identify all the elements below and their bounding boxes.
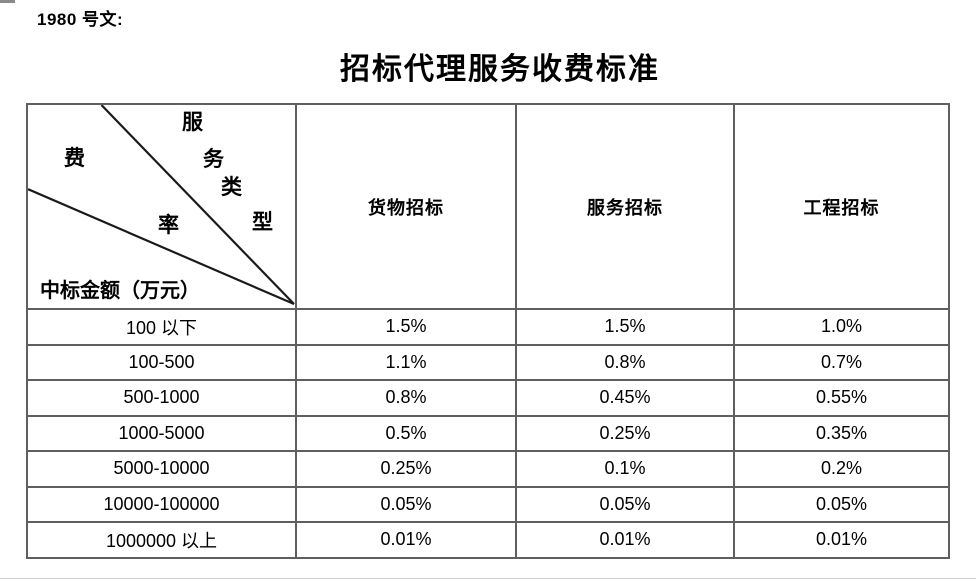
goods-rate-cell: 1.5% bbox=[295, 308, 517, 346]
table-row: 5000-10000 0.25% 0.1% 0.2% bbox=[26, 450, 950, 488]
diagonal-line-upper bbox=[100, 105, 295, 305]
works-rate-cell: 0.2% bbox=[733, 450, 950, 488]
corner-header-cell: 费 服 务 类 型 率 中标金额（万元） bbox=[26, 103, 297, 310]
page-title: 招标代理服务收费标准 bbox=[340, 53, 660, 86]
goods-rate-cell: 0.05% bbox=[295, 485, 517, 523]
amount-range-cell: 5000-10000 bbox=[26, 450, 297, 488]
goods-rate-cell: 0.5% bbox=[295, 414, 517, 452]
service-type-char-2: 务 bbox=[203, 147, 224, 171]
goods-rate-cell: 1.1% bbox=[295, 343, 517, 381]
fee-standard-table: 费 服 务 类 型 率 中标金额（万元） 货物招标 服务招标 工程招标 100 … bbox=[26, 103, 950, 559]
services-rate-cell: 0.8% bbox=[515, 343, 735, 381]
table-row: 1000000 以上 0.01% 0.01% 0.01% bbox=[26, 521, 950, 559]
amount-range-cell: 10000-100000 bbox=[26, 485, 297, 523]
amount-range-cell: 1000000 以上 bbox=[26, 521, 297, 559]
services-rate-cell: 1.5% bbox=[515, 308, 735, 346]
corner-header-inner: 费 服 务 类 型 率 中标金额（万元） bbox=[28, 105, 295, 308]
diagonal-line-lower bbox=[28, 188, 295, 306]
column-header-services: 服务招标 bbox=[515, 103, 735, 310]
services-rate-cell: 0.45% bbox=[515, 379, 735, 417]
goods-rate-cell: 0.25% bbox=[295, 450, 517, 488]
table-row: 100 以下 1.5% 1.5% 1.0% bbox=[26, 308, 950, 346]
goods-rate-cell: 0.01% bbox=[295, 521, 517, 559]
service-type-char-3: 类 bbox=[221, 175, 242, 199]
amount-range-cell: 500-1000 bbox=[26, 379, 297, 417]
rate-char: 率 bbox=[158, 213, 179, 237]
services-rate-cell: 0.25% bbox=[515, 414, 735, 452]
services-rate-cell: 0.1% bbox=[515, 450, 735, 488]
fee-char: 费 bbox=[64, 146, 85, 170]
amount-range-cell: 100 以下 bbox=[26, 308, 297, 346]
works-rate-cell: 0.05% bbox=[733, 485, 950, 523]
works-rate-cell: 0.01% bbox=[733, 521, 950, 559]
service-type-char-1: 服 bbox=[182, 110, 203, 134]
works-rate-cell: 1.0% bbox=[733, 308, 950, 346]
diagonal-lines bbox=[28, 105, 295, 306]
works-rate-cell: 0.7% bbox=[733, 343, 950, 381]
amount-range-cell: 100-500 bbox=[26, 343, 297, 381]
column-header-goods: 货物招标 bbox=[295, 103, 517, 310]
goods-rate-cell: 0.8% bbox=[295, 379, 517, 417]
table-row: 10000-100000 0.05% 0.05% 0.05% bbox=[26, 485, 950, 523]
page-bottom-divider bbox=[0, 578, 976, 579]
works-rate-cell: 0.35% bbox=[733, 414, 950, 452]
amount-range-cell: 1000-5000 bbox=[26, 414, 297, 452]
table-row: 100-500 1.1% 0.8% 0.7% bbox=[26, 343, 950, 381]
amount-unit-label: 中标金额（万元） bbox=[40, 280, 200, 302]
top-left-crop-mark bbox=[0, 0, 15, 3]
works-rate-cell: 0.55% bbox=[733, 379, 950, 417]
table-row: 500-1000 0.8% 0.45% 0.55% bbox=[26, 379, 950, 417]
table-header-row: 费 服 务 类 型 率 中标金额（万元） 货物招标 服务招标 工程招标 bbox=[26, 103, 950, 310]
services-rate-cell: 0.01% bbox=[515, 521, 735, 559]
service-type-char-4: 型 bbox=[252, 210, 273, 234]
column-header-works: 工程招标 bbox=[733, 103, 950, 310]
services-rate-cell: 0.05% bbox=[515, 485, 735, 523]
table-row: 1000-5000 0.5% 0.25% 0.35% bbox=[26, 414, 950, 452]
doc-number-label: 1980 号文: bbox=[37, 10, 124, 29]
